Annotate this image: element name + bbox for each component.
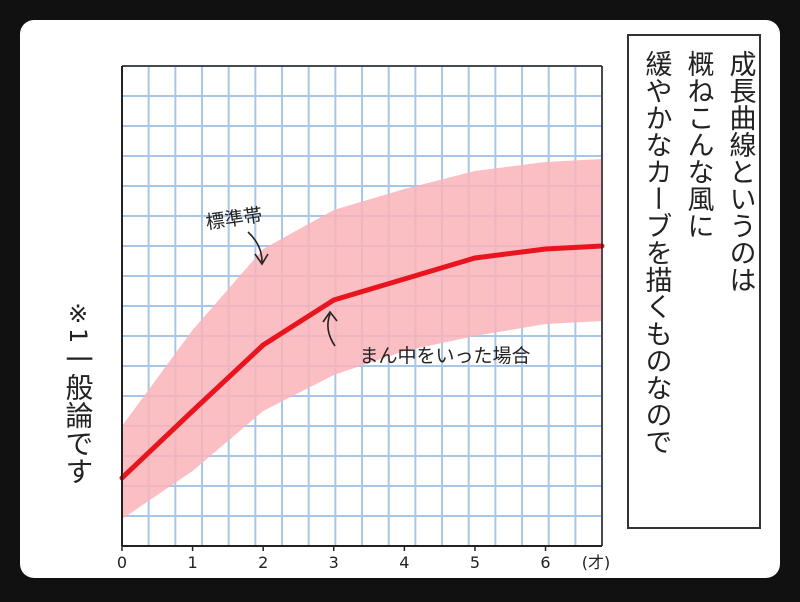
- line-arrow: [322, 310, 338, 347]
- note-mark: ※1: [64, 300, 92, 343]
- caption-box: [627, 34, 761, 529]
- median-line: [119, 243, 605, 481]
- x-tick-label: 5: [470, 553, 480, 572]
- caption-text: 成長曲線というのは: [725, 50, 757, 293]
- x-tick-label: 0: [117, 553, 127, 572]
- line-annotation: まん中をいった場合: [359, 345, 530, 367]
- note-text: 一般論です: [62, 345, 95, 485]
- x-tick-label: 3: [329, 553, 339, 572]
- x-unit: (才): [582, 553, 611, 572]
- caption-text: 緩やかなカーブを描くものなので: [641, 50, 673, 455]
- x-tick-label: 6: [540, 553, 550, 572]
- standard-band: [122, 159, 602, 519]
- x-tick-label: 4: [399, 553, 409, 572]
- caption-text: 概ねこんな風に: [683, 50, 715, 239]
- x-tick-label: 2: [258, 553, 268, 572]
- band-arrow: [247, 231, 269, 266]
- x-tick-label: 1: [187, 553, 197, 572]
